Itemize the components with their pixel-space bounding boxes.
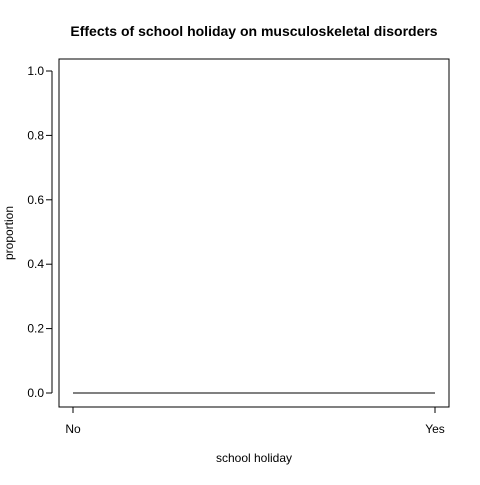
y-axis: 0.0 0.2 0.4 0.6 0.8 1.0 bbox=[27, 64, 53, 400]
y-tick-label: 0.2 bbox=[27, 322, 44, 336]
y-tick-label: 0.8 bbox=[27, 128, 44, 142]
x-tick-label: No bbox=[65, 422, 81, 436]
y-tick-label: 0.6 bbox=[27, 193, 44, 207]
y-tick-label: 0.4 bbox=[27, 257, 44, 271]
chart-title: Effects of school holiday on musculoskel… bbox=[70, 23, 437, 39]
x-axis-title: school holiday bbox=[216, 451, 292, 465]
plot-frame bbox=[58, 58, 450, 408]
y-axis-title: proportion bbox=[2, 206, 16, 260]
y-tick-label: 1.0 bbox=[27, 64, 44, 78]
x-tick-label: Yes bbox=[425, 422, 445, 436]
y-tick-label: 0.0 bbox=[27, 386, 44, 400]
x-axis: No Yes bbox=[65, 406, 445, 436]
